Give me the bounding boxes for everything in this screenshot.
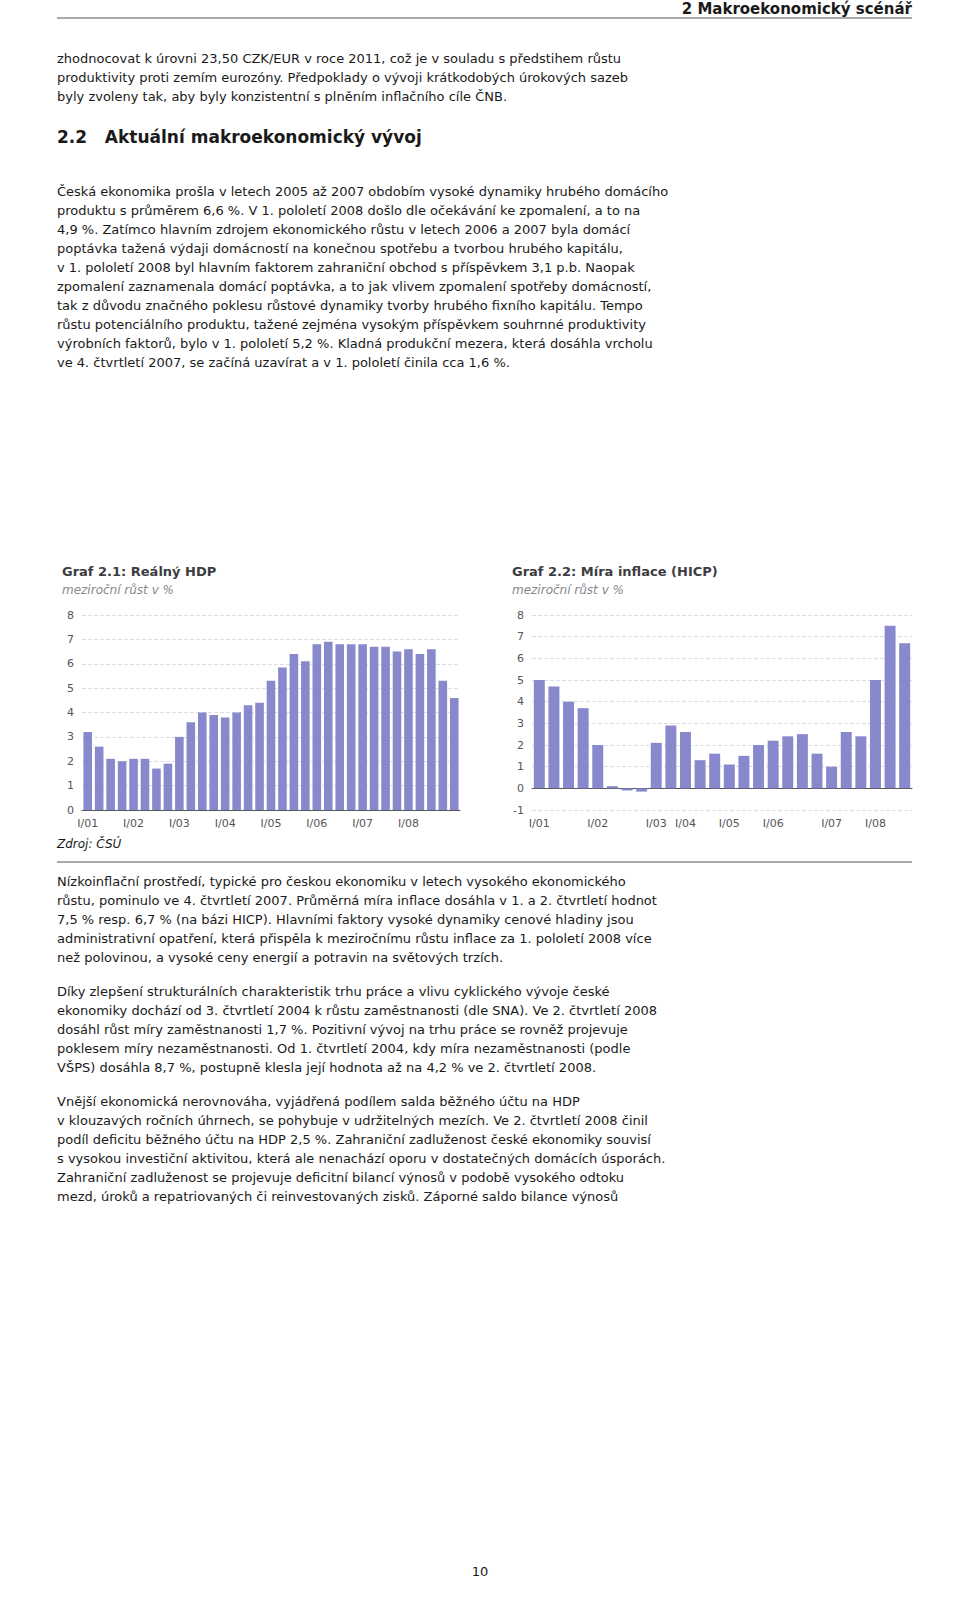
svg-text:v 1. pololetí 2008 byl hlavním: v 1. pololetí 2008 byl hlavním faktorem …	[57, 260, 635, 275]
svg-text:2: 2	[517, 739, 524, 752]
svg-text:7: 7	[517, 630, 524, 643]
svg-text:8: 8	[517, 609, 524, 622]
svg-text:2.2 Aktuální makroekonomický: 2.2 Aktuální makroekonomický vývoj	[57, 127, 422, 147]
svg-text:meziroční růst v %: meziroční růst v %	[512, 583, 624, 597]
svg-text:0: 0	[67, 804, 74, 817]
svg-text:růstu, pominulo ve 4. čtvrtlet: růstu, pominulo ve 4. čtvrtletí 2007. Pr…	[57, 893, 657, 908]
svg-text:I/04: I/04	[675, 817, 696, 830]
svg-text:I/07: I/07	[821, 817, 842, 830]
svg-text:s vysokou investiční aktivitou: s vysokou investiční aktivitou, která al…	[57, 1151, 665, 1166]
svg-text:tak z důvodu značného poklesu: tak z důvodu značného poklesu růstové dy…	[57, 298, 643, 313]
svg-text:7: 7	[67, 633, 74, 646]
svg-text:I/07: I/07	[352, 817, 373, 830]
svg-text:Díky zlepšení strukturálních c: Díky zlepšení strukturálních charakteris…	[57, 984, 610, 999]
svg-text:I/03: I/03	[169, 817, 190, 830]
svg-text:-1: -1	[513, 804, 524, 817]
svg-text:1: 1	[517, 760, 524, 773]
svg-text:I/01: I/01	[77, 817, 98, 830]
svg-text:administrativní opatření, kter: administrativní opatření, která přispěla…	[57, 931, 652, 946]
svg-text:5: 5	[517, 674, 524, 687]
svg-text:I/04: I/04	[215, 817, 236, 830]
svg-text:růstu potenciálního produktu,: růstu potenciálního produktu, tažené zej…	[57, 317, 646, 332]
svg-text:0: 0	[517, 782, 524, 795]
svg-text:Česká ekonomika prošla v letec: Česká ekonomika prošla v letech 2005 až …	[57, 184, 668, 199]
svg-text:I/01: I/01	[529, 817, 550, 830]
svg-text:ve 4. čtvrtletí 2007, se začín: ve 4. čtvrtletí 2007, se začíná uzavírat…	[57, 355, 510, 370]
svg-text:I/06: I/06	[763, 817, 784, 830]
svg-text:4: 4	[517, 695, 524, 708]
svg-text:I/08: I/08	[398, 817, 419, 830]
svg-text:dosáhl růst míry zaměstnanosti: dosáhl růst míry zaměstnanosti 1,7 %. Po…	[57, 1022, 628, 1037]
svg-text:poklesem míry nezaměstnanosti.: poklesem míry nezaměstnanosti. Od 1. čtv…	[57, 1041, 630, 1056]
svg-text:ekonomiky dochází od 3. čtvrtl: ekonomiky dochází od 3. čtvrtletí 2004 k…	[57, 1003, 657, 1018]
svg-text:zpomalení zaznamenala domácí p: zpomalení zaznamenala domácí poptávka, a…	[57, 279, 651, 294]
svg-text:2: 2	[67, 755, 74, 768]
svg-text:6: 6	[517, 652, 524, 665]
svg-text:poptávka tažená výdaji domácno: poptávka tažená výdaji domácností na kon…	[57, 241, 623, 256]
svg-text:byly zvoleny tak, aby byly kon: byly zvoleny tak, aby byly konzistentní …	[57, 89, 507, 104]
svg-text:4: 4	[67, 706, 74, 719]
svg-text:Nízkoinflační prostředí, typic: Nízkoinflační prostředí, typické pro čes…	[57, 874, 626, 889]
svg-text:I/06: I/06	[306, 817, 327, 830]
svg-text:výrobních faktorů, bylo v 1. p: výrobních faktorů, bylo v 1. pololetí 5,…	[57, 336, 653, 351]
svg-text:10: 10	[472, 1564, 489, 1579]
svg-text:8: 8	[67, 609, 74, 622]
svg-text:I/02: I/02	[587, 817, 608, 830]
svg-text:produktivity proti zemím euroz: produktivity proti zemím eurozóny. Předp…	[57, 70, 628, 85]
svg-text:I/02: I/02	[123, 817, 144, 830]
svg-text:mezd, úroků a repatriovaných č: mezd, úroků a repatriovaných či reinvest…	[57, 1189, 618, 1204]
svg-text:1: 1	[67, 779, 74, 792]
svg-text:podíl deficitu běžného účtu na: podíl deficitu běžného účtu na HDP 2,5 %…	[57, 1132, 651, 1147]
svg-text:Graf 2.2: Míra inflace (HICP): Graf 2.2: Míra inflace (HICP)	[512, 564, 718, 579]
svg-text:Zdroj: ČSÚ: Zdroj: ČSÚ	[56, 836, 122, 851]
svg-text:4,9 %. Zatímco hlavním zdrojem: 4,9 %. Zatímco hlavním zdrojem ekonomick…	[57, 222, 631, 237]
svg-text:VŠPS) dosáhla 8,7 %, postupně: VŠPS) dosáhla 8,7 %, postupně klesla jej…	[57, 1060, 596, 1075]
svg-text:5: 5	[67, 682, 74, 695]
svg-text:meziroční růst v %: meziroční růst v %	[62, 583, 174, 597]
svg-text:než polovinou, a vysoké ceny e: než polovinou, a vysoké ceny energií a p…	[57, 950, 503, 965]
svg-text:I/03: I/03	[646, 817, 667, 830]
svg-text:2 Makroekonomický scénář: 2 Makroekonomický scénář	[682, 0, 913, 18]
svg-text:Zahraniční zadluženost se proj: Zahraniční zadluženost se projevuje defi…	[57, 1170, 624, 1185]
svg-text:Graf 2.1: Reálný HDP: Graf 2.1: Reálný HDP	[62, 564, 216, 579]
svg-text:3: 3	[67, 730, 74, 743]
svg-text:zhodnocovat k úrovni 23,50 CZK: zhodnocovat k úrovni 23,50 CZK/EUR v roc…	[57, 51, 621, 66]
svg-text:I/05: I/05	[719, 817, 740, 830]
svg-text:I/08: I/08	[865, 817, 886, 830]
svg-text:7,5 % resp. 6,7 % (na bázi HIC: 7,5 % resp. 6,7 % (na bázi HICP). Hlavní…	[57, 912, 634, 927]
svg-text:produktu s průměrem 6,6 %. V 1: produktu s průměrem 6,6 %. V 1. pololetí…	[57, 203, 640, 218]
svg-text:6: 6	[67, 657, 74, 670]
svg-text:v klouzavých ročních úhrnech,: v klouzavých ročních úhrnech, se pohybuj…	[57, 1113, 648, 1128]
svg-text:I/05: I/05	[261, 817, 282, 830]
svg-text:Vnější ekonomická nerovnováha,: Vnější ekonomická nerovnováha, vyjádřená…	[57, 1094, 580, 1109]
svg-text:3: 3	[517, 717, 524, 730]
